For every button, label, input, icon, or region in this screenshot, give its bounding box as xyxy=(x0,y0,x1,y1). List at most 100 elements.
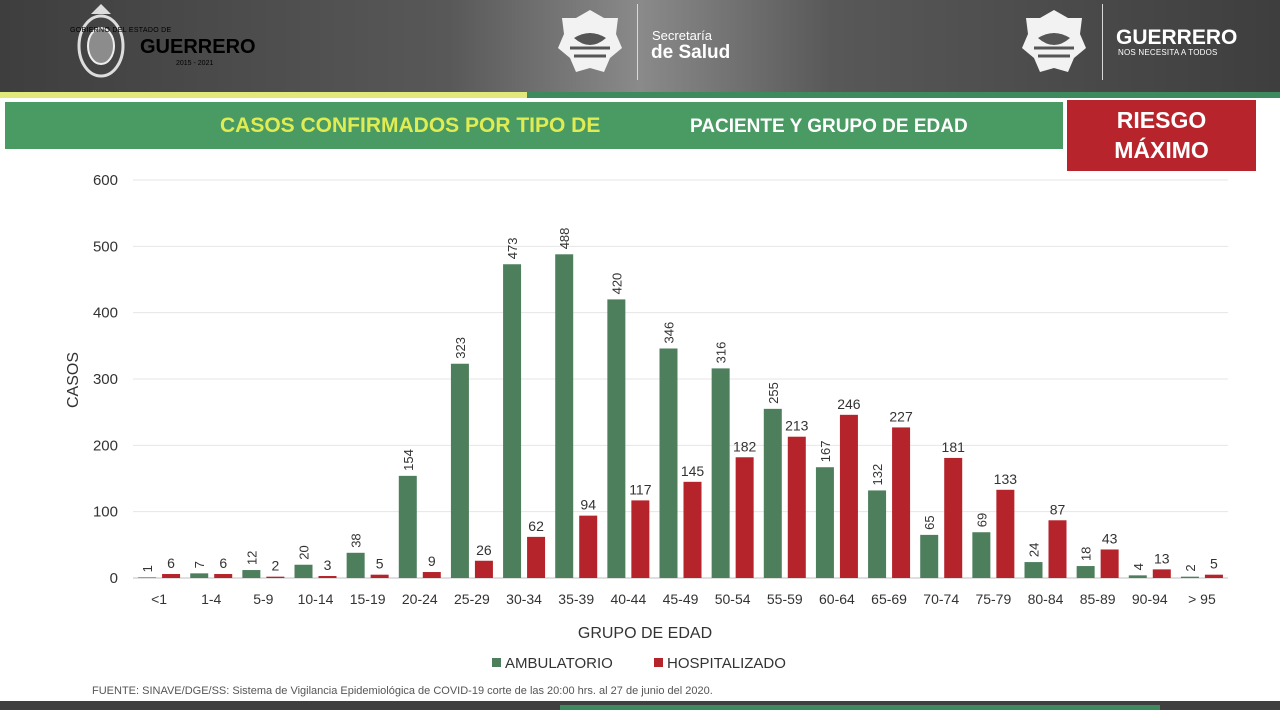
data-label-ambulatorio: 154 xyxy=(401,449,416,471)
data-label-hospitalizado: 133 xyxy=(994,471,1018,487)
bar-ambulatorio xyxy=(711,368,730,578)
bar-ambulatorio xyxy=(1180,576,1199,578)
guerrero-line1: GUERRERO xyxy=(1116,26,1238,49)
bar-hospitalizado xyxy=(370,574,389,578)
data-label-hospitalizado: 227 xyxy=(889,408,913,424)
x-tick-label: 55-59 xyxy=(767,591,803,607)
x-tick-label: 90-94 xyxy=(1132,591,1168,607)
x-tick-label: <1 xyxy=(151,591,167,607)
data-label-hospitalizado: 5 xyxy=(1210,556,1218,572)
data-label-hospitalizado: 246 xyxy=(837,396,861,412)
data-label-ambulatorio: 255 xyxy=(766,382,781,404)
y-tick-label: 200 xyxy=(93,437,118,454)
bar-hospitalizado xyxy=(631,500,650,578)
data-label-ambulatorio: 4 xyxy=(1131,563,1146,570)
x-tick-label: 75-79 xyxy=(975,591,1011,607)
bar-hospitalizado xyxy=(214,574,233,578)
x-tick-label: > 95 xyxy=(1188,591,1216,607)
bar-chart: 0 100 200 300 400 500 600 1 6 <1 7 6 1-4 12 2 5-9 20 3 10-… xyxy=(65,172,1228,672)
data-label-hospitalizado: 2 xyxy=(271,558,279,574)
header-separator-2 xyxy=(1102,4,1103,80)
bar-ambulatorio xyxy=(555,254,574,578)
bar-hospitalizado xyxy=(318,576,337,578)
y-tick-label: 400 xyxy=(93,305,118,322)
accent-stripe-green xyxy=(527,92,1280,98)
x-tick-label: 40-44 xyxy=(610,591,646,607)
bar-ambulatorio xyxy=(1128,575,1147,578)
x-tick-label: 45-49 xyxy=(663,591,699,607)
data-label-hospitalizado: 117 xyxy=(629,481,652,497)
data-label-hospitalizado: 213 xyxy=(785,418,809,434)
data-label-ambulatorio: 488 xyxy=(557,228,572,250)
title-bar xyxy=(5,102,1063,149)
accent-stripe-yellow xyxy=(0,92,527,98)
data-label-ambulatorio: 1 xyxy=(140,565,155,572)
bar-ambulatorio xyxy=(1076,566,1095,578)
state-seal-icon xyxy=(77,4,125,78)
data-label-ambulatorio: 316 xyxy=(714,342,729,364)
bar-hospitalizado xyxy=(527,536,546,578)
gov-line1: GOBIERNO DEL ESTADO DE xyxy=(70,27,172,34)
risk-line1: RIESGO xyxy=(1116,107,1207,133)
legend-label-ambulatorio: AMBULATORIO xyxy=(505,655,613,672)
bar-hospitalizado xyxy=(266,576,285,578)
x-tick-label: 5-9 xyxy=(253,591,273,607)
data-label-ambulatorio: 7 xyxy=(192,561,207,568)
bar-hospitalizado xyxy=(839,414,858,578)
data-label-ambulatorio: 69 xyxy=(974,513,989,527)
chart-title-part1: CASOS CONFIRMADOS POR TIPO DE xyxy=(220,114,601,137)
gov-years: 2015 - 2021 xyxy=(176,60,214,67)
bar-hospitalizado xyxy=(892,427,911,578)
x-tick-label: 50-54 xyxy=(715,591,751,607)
bar-hospitalizado xyxy=(162,574,181,578)
x-tick-label: 80-84 xyxy=(1028,591,1064,607)
bar-hospitalizado xyxy=(683,481,702,578)
legend-label-hospitalizado: HOSPITALIZADO xyxy=(667,655,786,672)
salud-logo-icon xyxy=(558,10,622,72)
x-tick-label: 10-14 xyxy=(298,591,334,607)
header-bar: GOBIERNO DEL ESTADO DE GUERRERO 2015 - 2… xyxy=(0,0,1280,92)
data-label-ambulatorio: 24 xyxy=(1027,543,1042,557)
x-tick-label: 20-24 xyxy=(402,591,438,607)
data-label-ambulatorio: 420 xyxy=(609,273,624,295)
data-label-hospitalizado: 181 xyxy=(942,439,966,455)
risk-level-badge: RIESGO MÁXIMO xyxy=(1067,100,1256,171)
x-tick-label: 35-39 xyxy=(558,591,594,607)
data-label-hospitalizado: 9 xyxy=(428,553,436,569)
x-tick-label: 60-64 xyxy=(819,591,855,607)
bar-hospitalizado xyxy=(1152,569,1171,578)
bar-ambulatorio xyxy=(138,577,157,578)
bar-ambulatorio xyxy=(920,534,939,578)
guerrero-logo-icon xyxy=(1022,10,1086,72)
bar-ambulatorio xyxy=(868,490,887,578)
bar-ambulatorio xyxy=(190,573,209,578)
data-label-ambulatorio: 12 xyxy=(244,551,259,565)
x-tick-label: 65-69 xyxy=(871,591,907,607)
bar-ambulatorio xyxy=(815,467,834,578)
data-label-hospitalizado: 182 xyxy=(733,438,757,454)
y-axis-label: CASOS xyxy=(65,352,82,408)
bar-ambulatorio xyxy=(503,264,522,578)
data-label-hospitalizado: 94 xyxy=(580,497,596,513)
data-label-hospitalizado: 145 xyxy=(681,463,705,479)
risk-line2: MÁXIMO xyxy=(1114,137,1209,163)
bar-hospitalizado xyxy=(1100,549,1119,578)
header-separator xyxy=(637,4,638,80)
bar-ambulatorio xyxy=(607,299,626,578)
data-label-hospitalizado: 5 xyxy=(376,556,384,572)
chart-title-part2: PACIENTE Y GRUPO DE EDAD xyxy=(690,116,968,137)
bar-hospitalizado xyxy=(944,457,963,578)
source-note: FUENTE: SINAVE/DGE/SS: Sistema de Vigila… xyxy=(92,685,713,697)
bottom-bar-accent xyxy=(560,705,1160,710)
x-tick-label: 15-19 xyxy=(350,591,386,607)
data-label-hospitalizado: 13 xyxy=(1154,550,1170,566)
data-label-hospitalizado: 87 xyxy=(1050,501,1066,517)
bar-hospitalizado xyxy=(996,489,1015,578)
secretaria-line2: de Salud xyxy=(651,42,731,63)
bar-ambulatorio xyxy=(972,532,991,578)
y-tick-label: 100 xyxy=(93,504,118,521)
bar-hospitalizado xyxy=(1204,574,1223,578)
data-label-ambulatorio: 167 xyxy=(818,441,833,463)
bar-ambulatorio xyxy=(763,408,782,578)
y-tick-label: 600 xyxy=(93,172,118,189)
